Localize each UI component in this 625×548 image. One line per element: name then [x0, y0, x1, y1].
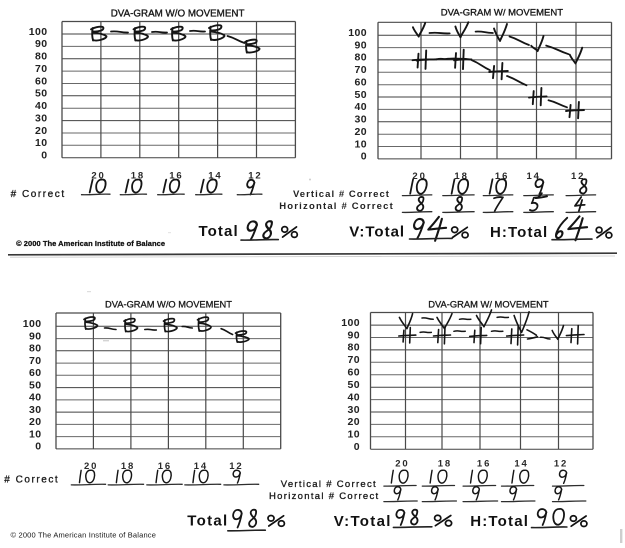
svg-text:50: 50	[35, 88, 47, 100]
svg-text:100: 100	[341, 317, 360, 329]
svg-text:30: 30	[29, 404, 41, 416]
svg-text:100: 100	[29, 26, 48, 38]
svg-text:40: 40	[35, 100, 47, 112]
svg-text:10: 10	[348, 429, 360, 441]
svg-text:30: 30	[348, 404, 360, 416]
svg-text:H:Total: H:Total	[470, 513, 529, 530]
svg-text:H:Total: H:Total	[490, 224, 548, 241]
svg-text:50: 50	[348, 379, 360, 391]
svg-text:12: 12	[554, 458, 568, 469]
svg-text:70: 70	[355, 64, 367, 76]
svg-text:Horizontal # Correct: Horizontal # Correct	[269, 491, 379, 502]
svg-text:100: 100	[23, 318, 42, 330]
svg-text:Total: Total	[199, 223, 239, 240]
svg-text:90: 90	[348, 329, 360, 341]
svg-text:50: 50	[29, 379, 41, 391]
svg-text:20: 20	[348, 416, 360, 428]
svg-text:70: 70	[348, 354, 360, 366]
svg-text:14: 14	[527, 171, 541, 182]
svg-text:10: 10	[355, 138, 367, 150]
svg-text:20: 20	[395, 458, 409, 469]
svg-text:18: 18	[121, 461, 135, 472]
svg-text:18: 18	[454, 171, 468, 182]
svg-text:0: 0	[354, 441, 360, 453]
svg-text:70: 70	[29, 355, 41, 367]
svg-text:16: 16	[477, 458, 491, 469]
svg-text:60: 60	[348, 367, 360, 379]
svg-text:90: 90	[29, 330, 41, 342]
svg-text:80: 80	[29, 343, 41, 355]
svg-text:60: 60	[29, 367, 41, 379]
svg-text:90: 90	[35, 38, 47, 50]
svg-text:40: 40	[29, 392, 41, 404]
svg-text:10: 10	[35, 137, 47, 149]
svg-text:20: 20	[84, 461, 98, 472]
svg-text:40: 40	[355, 101, 367, 113]
svg-text:20: 20	[412, 171, 426, 182]
svg-text:16: 16	[158, 461, 172, 472]
svg-text:30: 30	[35, 112, 47, 124]
svg-text:12: 12	[571, 171, 585, 182]
svg-text:0: 0	[361, 151, 367, 163]
svg-text:80: 80	[355, 52, 367, 64]
svg-text:14: 14	[194, 461, 208, 472]
svg-text:40: 40	[348, 391, 360, 403]
svg-text:30: 30	[355, 114, 367, 126]
svg-text:14: 14	[514, 458, 528, 469]
svg-text:20: 20	[355, 126, 367, 138]
svg-text:# Correct: # Correct	[11, 189, 66, 200]
svg-text:Total: Total	[187, 512, 228, 529]
svg-text:V:Total: V:Total	[334, 513, 392, 530]
svg-text:Horizontal # Correct: Horizontal # Correct	[279, 201, 394, 212]
svg-text:50: 50	[355, 89, 367, 101]
svg-text:60: 60	[355, 77, 367, 89]
svg-text:70: 70	[35, 63, 47, 75]
svg-text:18: 18	[438, 458, 452, 469]
svg-text:20: 20	[91, 170, 105, 181]
svg-text:0: 0	[41, 150, 47, 162]
svg-text:Vertical # Correct: Vertical # Correct	[281, 479, 377, 490]
svg-text:DVA-GRAM W/ MOVEMENT: DVA-GRAM W/ MOVEMENT	[441, 7, 563, 18]
svg-text:90: 90	[355, 39, 367, 51]
svg-text:100: 100	[348, 27, 367, 39]
svg-text:DVA-GRAM W/ MOVEMENT: DVA-GRAM W/ MOVEMENT	[428, 299, 549, 309]
svg-text:20: 20	[29, 416, 41, 428]
svg-text:Vertical # Correct: Vertical # Correct	[293, 189, 390, 200]
svg-text:© 2000 The American Institute: © 2000 The American Institute of Balance	[11, 531, 157, 540]
svg-text:0: 0	[35, 441, 41, 453]
svg-text:80: 80	[35, 51, 47, 63]
svg-text:16: 16	[169, 170, 183, 181]
svg-text:20: 20	[35, 125, 47, 137]
svg-text:80: 80	[348, 342, 360, 354]
svg-text:60: 60	[35, 75, 47, 87]
svg-text:© 2000 The American Institute: © 2000 The American Institute of Balance	[16, 239, 165, 248]
svg-text:10: 10	[29, 428, 41, 440]
svg-text:16: 16	[495, 171, 509, 182]
svg-text:DVA-GRAM W/O MOVEMENT: DVA-GRAM W/O MOVEMENT	[105, 299, 232, 309]
svg-text:12: 12	[248, 170, 262, 181]
svg-text:DVA-GRAM W/O MOVEMENT: DVA-GRAM W/O MOVEMENT	[111, 9, 245, 20]
svg-text:# Correct: # Correct	[4, 475, 59, 486]
svg-text:18: 18	[131, 170, 145, 181]
svg-text:14: 14	[208, 170, 222, 181]
svg-text:12: 12	[229, 461, 243, 472]
svg-text:V:Total: V:Total	[349, 224, 405, 241]
